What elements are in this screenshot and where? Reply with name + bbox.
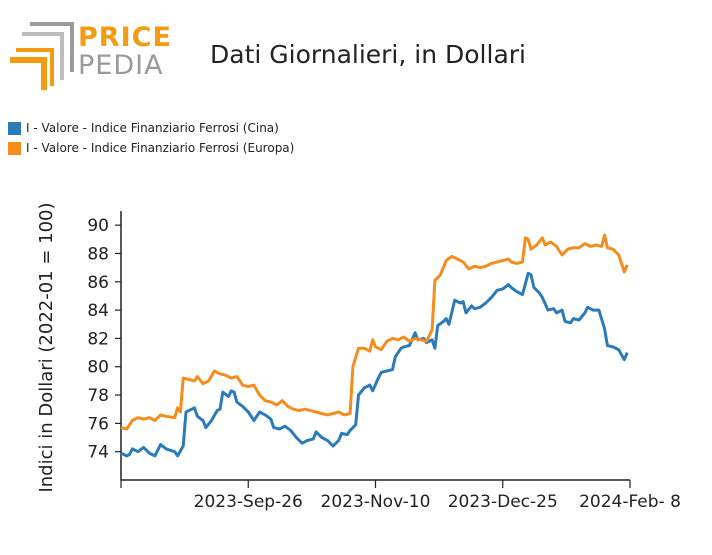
legend-swatch-europa (8, 141, 21, 155)
y-tick-label: 86 (87, 273, 109, 293)
y-tick-label: 88 (87, 244, 109, 264)
logo-pedia-text: PEDIA (78, 50, 164, 81)
legend-item-cina[interactable]: I - Valore - Indice Finanziario Ferrosi … (8, 118, 294, 138)
logo-mark-icon (10, 22, 74, 90)
y-axis-label: Indici in Dollari (2022-01 = 100) (36, 202, 57, 492)
legend: I - Valore - Indice Finanziario Ferrosi … (8, 118, 294, 158)
series-line-europa (120, 233, 629, 431)
chart-axes: 74 76 78 80 82 84 86 88 90 2023-Sep-26 2023-Nov-10… (36, 202, 681, 512)
y-tick-label: 80 (87, 358, 109, 378)
x-tick-label: 2024-Feb- 8 (579, 492, 681, 512)
series-line-cina (120, 271, 629, 458)
y-tick-label: 84 (87, 301, 109, 321)
y-tick-label: 76 (87, 414, 109, 434)
y-tick-label: 90 (87, 216, 109, 236)
x-tick-label: 2023-Sep-26 (194, 492, 303, 512)
legend-label-cina: I - Valore - Indice Finanziario Ferrosi … (26, 121, 279, 135)
x-tick-label: 2023-Dec-25 (448, 492, 558, 512)
pricepedia-logo: PRICE PEDIA (8, 20, 171, 90)
x-tick-label: 2023-Nov-10 (321, 492, 431, 512)
legend-label-europa: I - Valore - Indice Finanziario Ferrosi … (26, 141, 295, 155)
legend-item-europa[interactable]: I - Valore - Indice Finanziario Ferrosi … (8, 138, 294, 158)
chart-series (120, 233, 629, 458)
logo-price-text: PRICE (78, 22, 172, 53)
y-tick-label: 74 (87, 443, 109, 463)
y-tick-label: 82 (87, 329, 109, 349)
chart-title: Dati Giornalieri, in Dollari (210, 40, 526, 69)
legend-swatch-cina (8, 121, 21, 135)
y-tick-label: 78 (87, 386, 109, 406)
